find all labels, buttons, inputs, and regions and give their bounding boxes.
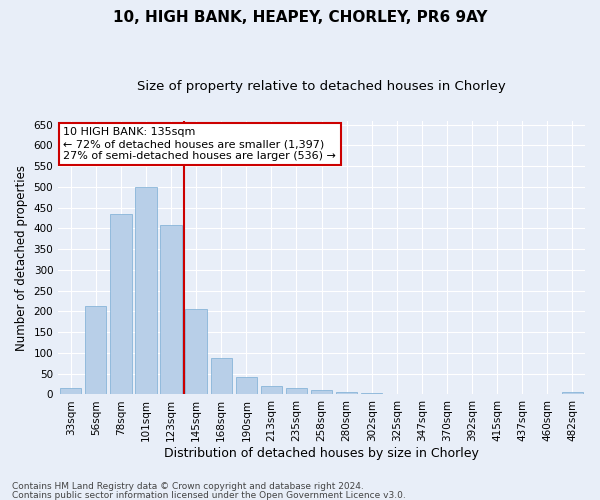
Bar: [60, 388, 82, 394]
Bar: [160, 225, 182, 394]
Text: 10 HIGH BANK: 135sqm
← 72% of detached houses are smaller (1,397)
27% of semi-de: 10 HIGH BANK: 135sqm ← 72% of detached h…: [64, 128, 337, 160]
Bar: [236, 378, 257, 394]
Bar: [211, 358, 232, 394]
Bar: [136, 187, 157, 394]
Y-axis label: Number of detached properties: Number of detached properties: [15, 164, 28, 350]
Text: Contains public sector information licensed under the Open Government Licence v3: Contains public sector information licen…: [12, 490, 406, 500]
Bar: [110, 214, 131, 394]
Title: Size of property relative to detached houses in Chorley: Size of property relative to detached ho…: [137, 80, 506, 93]
Text: Contains HM Land Registry data © Crown copyright and database right 2024.: Contains HM Land Registry data © Crown c…: [12, 482, 364, 491]
Bar: [286, 388, 307, 394]
Bar: [336, 392, 358, 394]
Bar: [562, 392, 583, 394]
Bar: [361, 393, 382, 394]
Text: 10, HIGH BANK, HEAPEY, CHORLEY, PR6 9AY: 10, HIGH BANK, HEAPEY, CHORLEY, PR6 9AY: [113, 10, 487, 25]
Bar: [311, 390, 332, 394]
Bar: [261, 386, 282, 394]
Bar: [185, 310, 207, 394]
X-axis label: Distribution of detached houses by size in Chorley: Distribution of detached houses by size …: [164, 447, 479, 460]
Bar: [85, 306, 106, 394]
